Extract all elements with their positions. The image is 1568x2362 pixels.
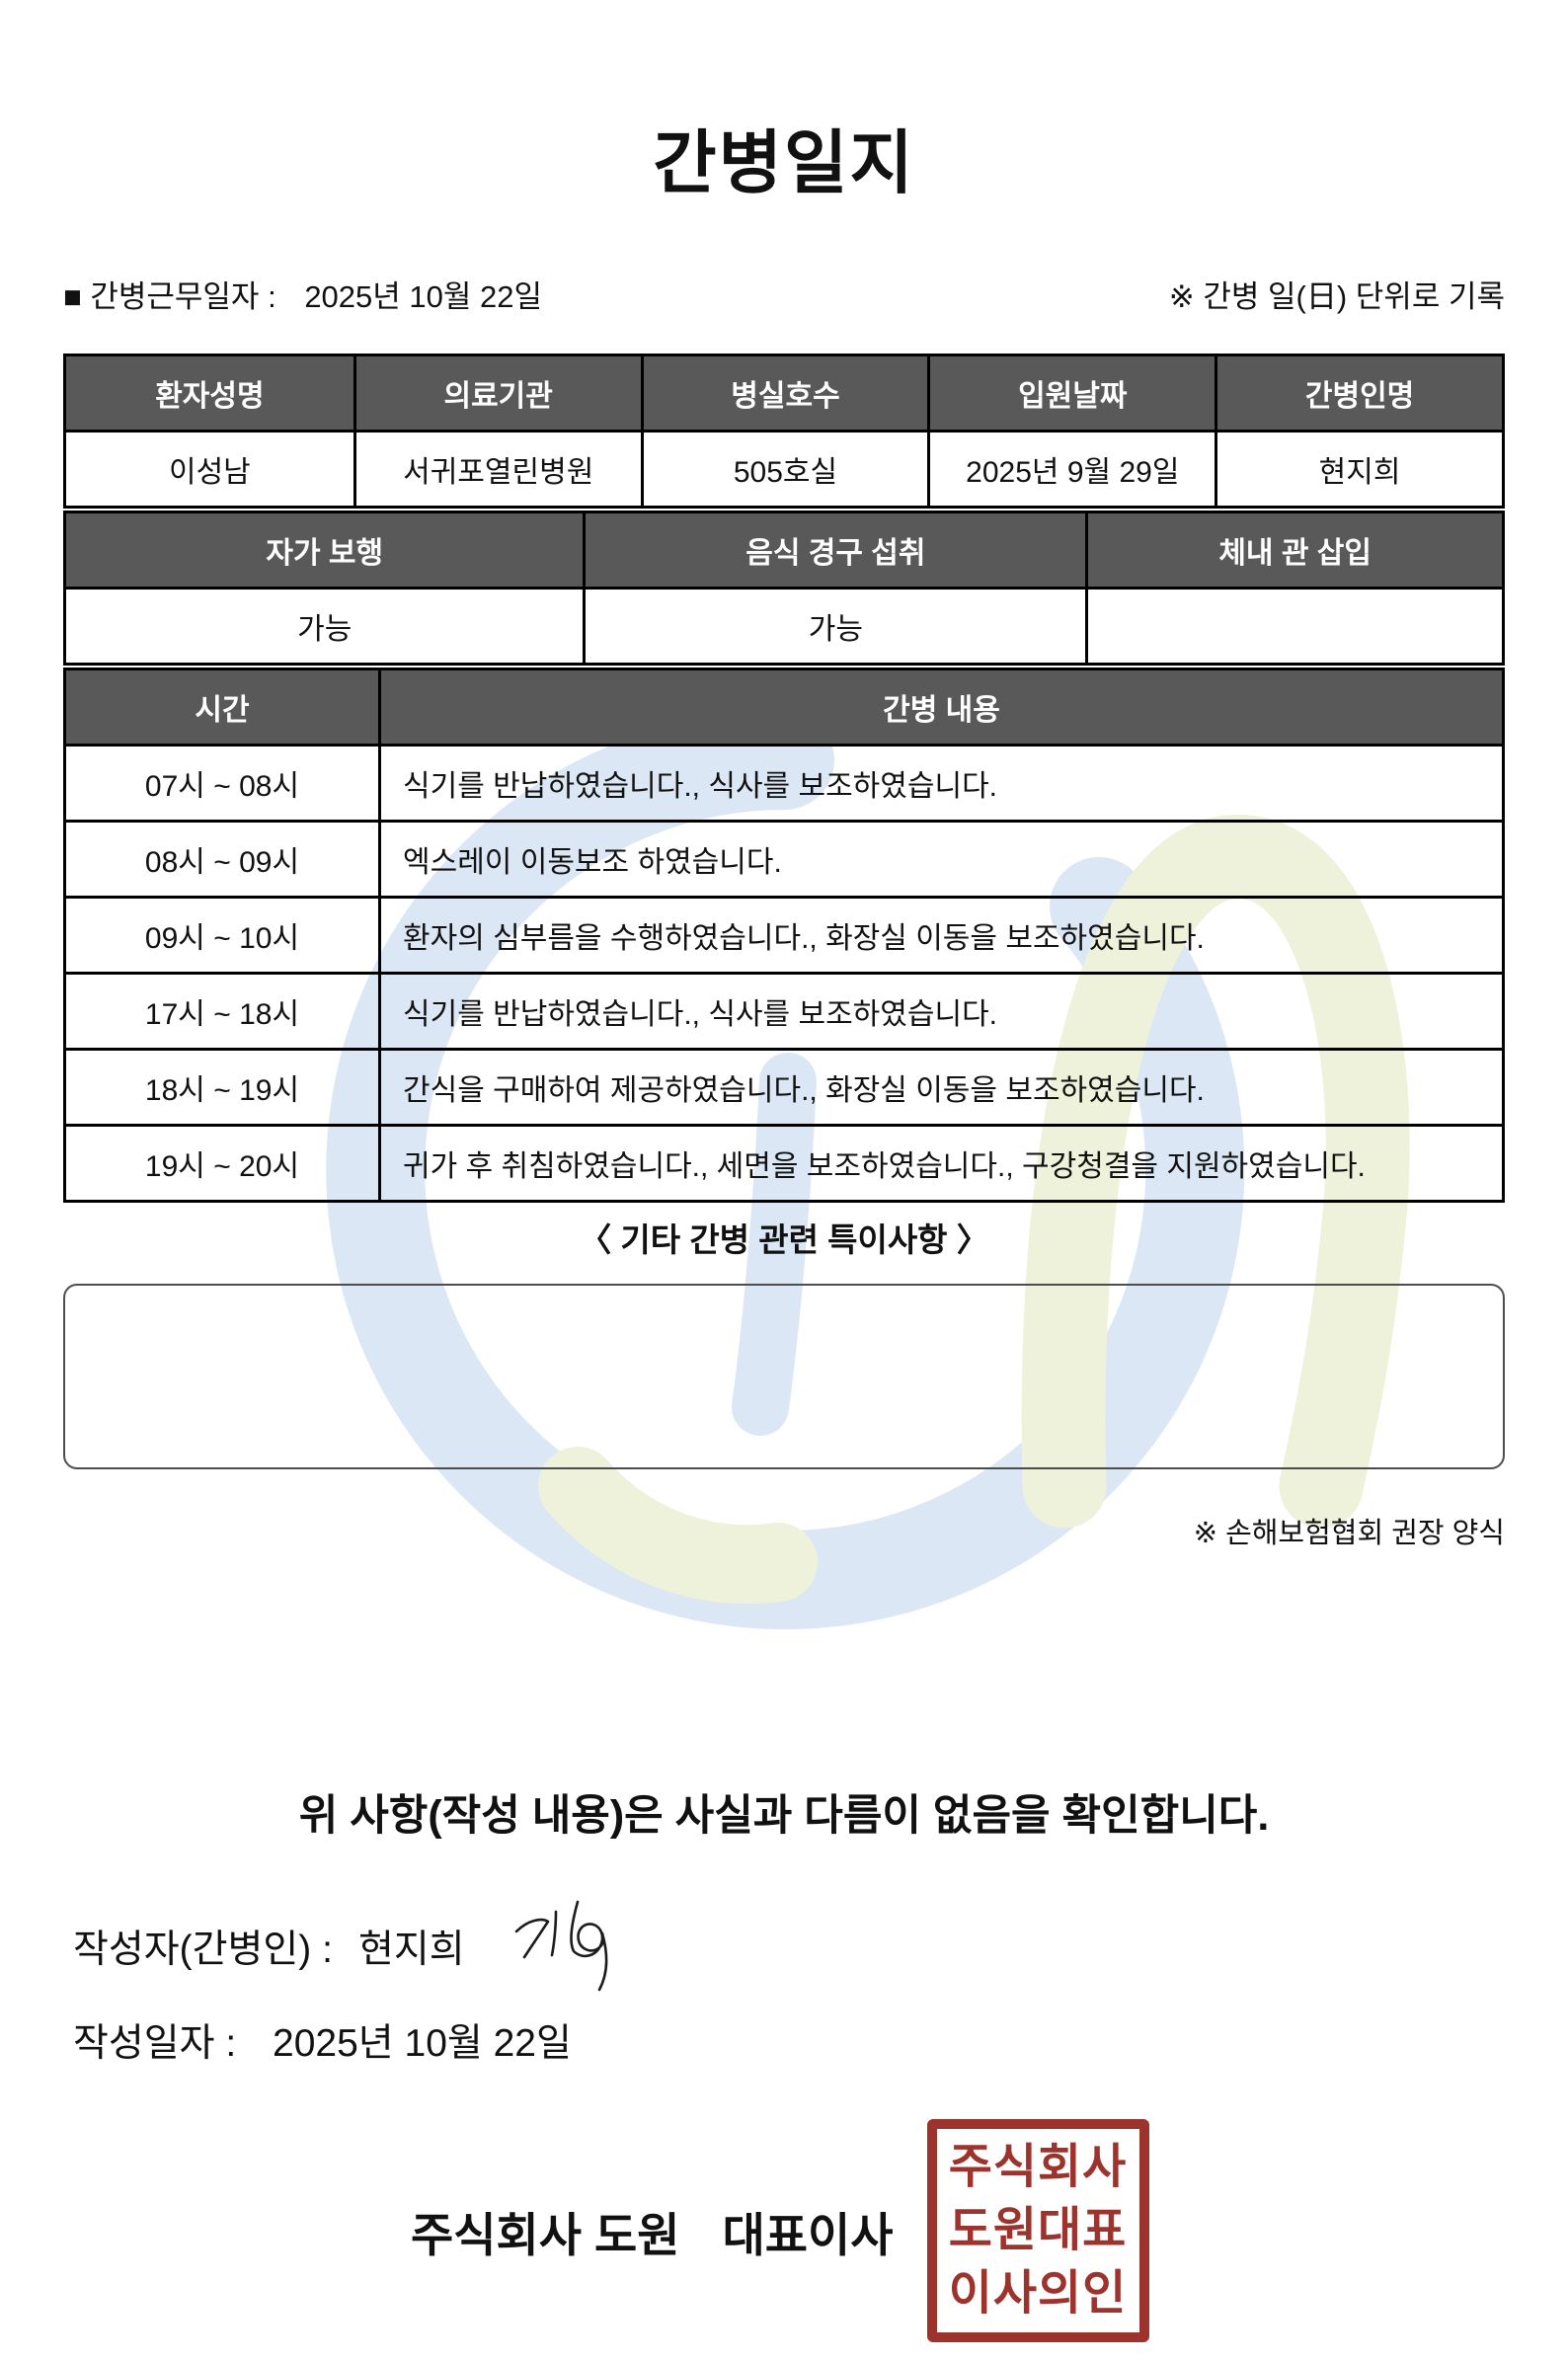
seal-line: 주식회사	[948, 2140, 1128, 2193]
condition-header-row: 자가 보행 음식 경구 섭취 체내 관 삽입	[66, 513, 1502, 587]
header-cell: 음식 경구 섭취	[583, 513, 1086, 587]
written-date-value: 2025년 10월 22일	[273, 2022, 572, 2065]
confirmation-statement: 위 사항(작성 내용)은 사실과 다름이 없음을 확인합니다.	[298, 1792, 1270, 1840]
time-cell: 09시 ~ 10시	[144, 922, 300, 955]
handwritten-signature	[514, 1900, 608, 1992]
writer-label: 작성자(간병인) :	[73, 1929, 333, 1971]
condition-value-row: 가능 가능	[66, 587, 1502, 663]
work-date-line: ■ 간병근무일자 : 2025년 10월 22일	[63, 276, 542, 318]
care-log-row: 17시 ~ 18시 식기를 반납하였습니다., 식사를 보조하였습니다.	[66, 972, 1502, 1048]
care-log-row: 07시 ~ 08시 식기를 반납하였습니다., 식사를 보조하였습니다.	[66, 744, 1502, 820]
writer-line: 작성자(간병인) : 현지희	[63, 1900, 1505, 1993]
company-row: 주식회사 도원 대표이사 주식회사 도원대표 이사의인	[63, 2119, 1505, 2342]
care-log-row: 09시 ~ 10시 환자의 심부름을 수행하였습니다., 화장실 이동을 보조하…	[66, 896, 1502, 972]
company-name: 주식회사 도원	[411, 2208, 680, 2261]
seal-line: 이사의인	[948, 2267, 1128, 2321]
patient-info-table: 환자성명 의료기관 병실호수 입원날짜 간병인명 이성남 서귀포열린병원 505…	[63, 354, 1505, 509]
header-cell: 자가 보행	[66, 513, 584, 587]
header-cell: 병실호수	[640, 356, 928, 430]
care-content-cell: 식기를 반납하였습니다., 식사를 보조하였습니다.	[378, 747, 1502, 820]
care-content-cell: 식기를 반납하였습니다., 식사를 보조하였습니다.	[378, 975, 1502, 1048]
special-notes-heading: 〈 기타 간병 관련 특이사항 〉	[579, 1221, 989, 1258]
meta-row: ■ 간병근무일자 : 2025년 10월 22일 ※ 간병 일(日) 단위로 기…	[63, 276, 1505, 318]
header-cell: 간병인명	[1215, 356, 1502, 430]
unit-note: ※ 간병 일(日) 단위로 기록	[1168, 279, 1505, 314]
patient-name-cell: 이성남	[168, 456, 251, 489]
header-cell: 시간	[66, 670, 378, 744]
care-content-cell: 귀가 후 취침하였습니다., 세면을 보조하였습니다., 구강청결을 지원하였습…	[378, 1127, 1502, 1200]
special-notes-box	[63, 1284, 1505, 1469]
time-cell: 07시 ~ 08시	[144, 770, 300, 803]
care-content-cell: 간식을 구매하여 제공하였습니다., 화장실 이동을 보조하였습니다.	[378, 1051, 1502, 1124]
tube-insertion-cell	[1085, 590, 1502, 663]
work-date-value: 2025년 10월 22일	[304, 279, 543, 314]
writer-name: 현지희	[357, 1929, 465, 1971]
care-content-cell: 환자의 심부름을 수행하였습니다., 화장실 이동을 보조하였습니다.	[378, 899, 1502, 972]
form-recommendation-note: ※ 손해보험협회 권장 양식	[1193, 1518, 1505, 1549]
time-cell: 08시 ~ 09시	[144, 846, 300, 879]
company-title: 대표이사	[722, 2208, 894, 2261]
header-cell: 입원날짜	[927, 356, 1215, 430]
self-walking-cell: 가능	[297, 613, 353, 646]
page-title: 간병일지	[653, 124, 915, 201]
care-log-table: 시간 간병 내용 07시 ~ 08시 식기를 반납하였습니다., 식사를 보조하…	[63, 668, 1505, 1203]
time-cell: 18시 ~ 19시	[144, 1074, 300, 1107]
care-log-header-row: 시간 간병 내용	[66, 670, 1502, 744]
header-cell: 간병 내용	[378, 670, 1502, 744]
written-date-label: 작성일자 :	[73, 2022, 237, 2065]
company-seal-stamp: 주식회사 도원대표 이사의인	[926, 2119, 1149, 2342]
company-line: 주식회사 도원 대표이사	[411, 2197, 894, 2265]
hospital-cell: 서귀포열린병원	[353, 433, 641, 506]
work-date-label: ■ 간병근무일자 :	[63, 279, 276, 314]
care-log-row: 08시 ~ 09시 엑스레이 이동보조 하였습니다.	[66, 820, 1502, 896]
room-cell: 505호실	[640, 433, 928, 506]
condition-table: 자가 보행 음식 경구 섭취 체내 관 삽입 가능 가능	[63, 511, 1505, 666]
header-cell: 체내 관 삽입	[1085, 513, 1502, 587]
written-date-line: 작성일자 : 2025년 10월 22일	[63, 2018, 1505, 2070]
admission-date-cell: 2025년 9월 29일	[927, 433, 1215, 506]
patient-info-value-row: 이성남 서귀포열린병원 505호실 2025년 9월 29일 현지희	[66, 430, 1502, 506]
header-cell: 환자성명	[66, 356, 353, 430]
seal-line: 도원대표	[948, 2203, 1128, 2256]
time-cell: 17시 ~ 18시	[144, 998, 300, 1031]
header-cell: 의료기관	[353, 356, 641, 430]
care-log-row: 18시 ~ 19시 간식을 구매하여 제공하였습니다., 화장실 이동을 보조하…	[66, 1048, 1502, 1124]
caregiver-name-cell: 현지희	[1215, 433, 1502, 506]
oral-intake-cell: 가능	[583, 590, 1085, 663]
care-log-row: 19시 ~ 20시 귀가 후 취침하였습니다., 세면을 보조하였습니다., 구…	[66, 1124, 1502, 1200]
care-content-cell: 엑스레이 이동보조 하였습니다.	[378, 823, 1502, 896]
patient-info-header-row: 환자성명 의료기관 병실호수 입원날짜 간병인명	[66, 356, 1502, 430]
time-cell: 19시 ~ 20시	[144, 1150, 300, 1183]
